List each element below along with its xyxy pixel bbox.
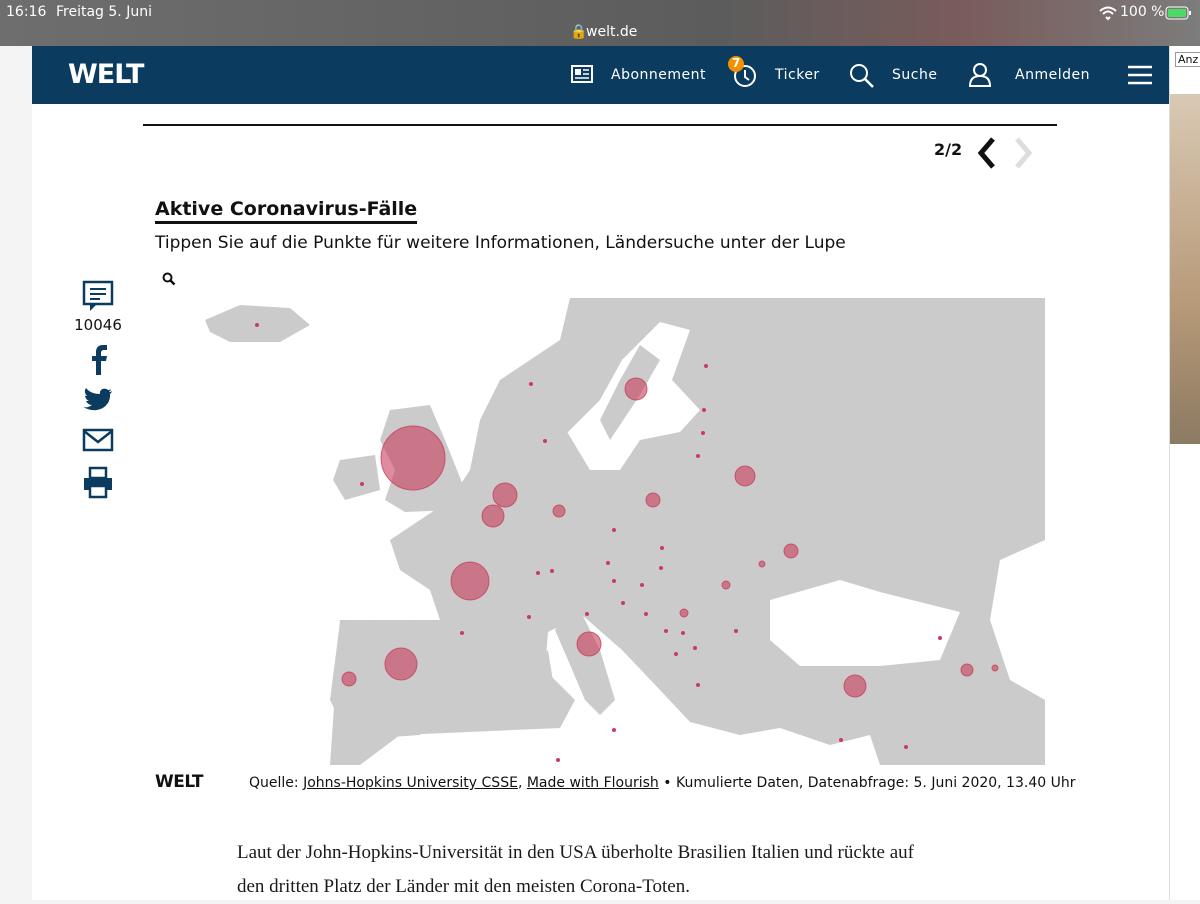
article-paragraph: Laut der John-Hopkins-Universität in den… — [237, 842, 914, 897]
nav-search[interactable]: Suche — [892, 67, 938, 83]
social-bar: 10046 — [72, 280, 124, 504]
ticker-icon[interactable] — [724, 54, 760, 90]
nav-ticker[interactable]: Ticker — [775, 67, 820, 83]
menu-icon[interactable] — [1128, 65, 1152, 85]
next-arrow[interactable] — [1015, 137, 1033, 169]
nav-login[interactable]: Anmelden — [1015, 67, 1090, 83]
source-note: • Kumulierte Daten, Datenabfrage: 5. Jun… — [663, 775, 1076, 791]
top-nav: WELT Abonnement 7 Ticker Suche Anmelden — [32, 46, 1169, 104]
small-dots[interactable] — [255, 323, 942, 762]
print-icon[interactable] — [82, 466, 114, 500]
pager: 2/2 — [934, 140, 963, 159]
status-time: 16:16 — [6, 4, 47, 20]
logo[interactable]: WELT — [68, 59, 144, 90]
chart-logo: WELT — [155, 772, 203, 792]
facebook-icon[interactable] — [82, 342, 114, 376]
email-icon[interactable] — [82, 426, 114, 454]
ad-column: Anz — [1169, 46, 1200, 900]
ad-image[interactable] — [1170, 94, 1200, 444]
ad-label: Anz — [1175, 52, 1200, 67]
status-icons — [1099, 6, 1191, 21]
url-lock: 🔒 — [570, 24, 588, 40]
black-sea — [770, 580, 960, 666]
sardinia — [540, 650, 556, 705]
bubbles[interactable] — [341, 377, 999, 698]
nav-subscription[interactable]: Abonnement — [611, 67, 707, 83]
mediterranean — [360, 615, 880, 765]
comment-count: 10046 — [74, 316, 122, 334]
flourish-link[interactable]: Made with Flourish — [526, 775, 659, 791]
search-icon[interactable] — [849, 63, 875, 89]
map[interactable] — [200, 298, 1045, 765]
prev-arrow[interactable] — [977, 137, 995, 169]
source-prefix: Quelle: — [249, 775, 299, 791]
twitter-icon[interactable] — [82, 386, 114, 414]
battery-level: 100 % — [1120, 4, 1165, 20]
pager-arrows — [977, 137, 1033, 169]
subscription-icon[interactable] — [571, 64, 595, 86]
source-separator: , — [517, 775, 523, 791]
status-bar: 16:16 Freitag 5. Juni 🔒 welt.de 100 % — [0, 0, 1200, 46]
url[interactable]: welt.de — [586, 24, 638, 40]
chart-title: Aktive Coronavirus-Fälle — [155, 198, 418, 224]
login-icon[interactable] — [968, 62, 992, 88]
caspian — [990, 540, 1045, 700]
status-date: Freitag 5. Juni — [56, 4, 152, 20]
chart-subtitle: Tippen Sie auf die Punkte für weitere In… — [155, 233, 846, 253]
source-link[interactable]: Johns-Hopkins University CSSE — [303, 775, 518, 791]
atlantic — [200, 298, 570, 765]
map-search-icon[interactable] — [162, 272, 176, 286]
denmark-norway — [500, 420, 590, 480]
ticker-badge: 7 — [732, 56, 741, 70]
ireland — [333, 455, 380, 500]
italy — [555, 600, 615, 715]
comments-icon[interactable] — [82, 280, 114, 312]
divider — [143, 124, 1057, 126]
chart-source: Quelle: Johns-Hopkins University CSSE, M… — [249, 775, 1075, 791]
